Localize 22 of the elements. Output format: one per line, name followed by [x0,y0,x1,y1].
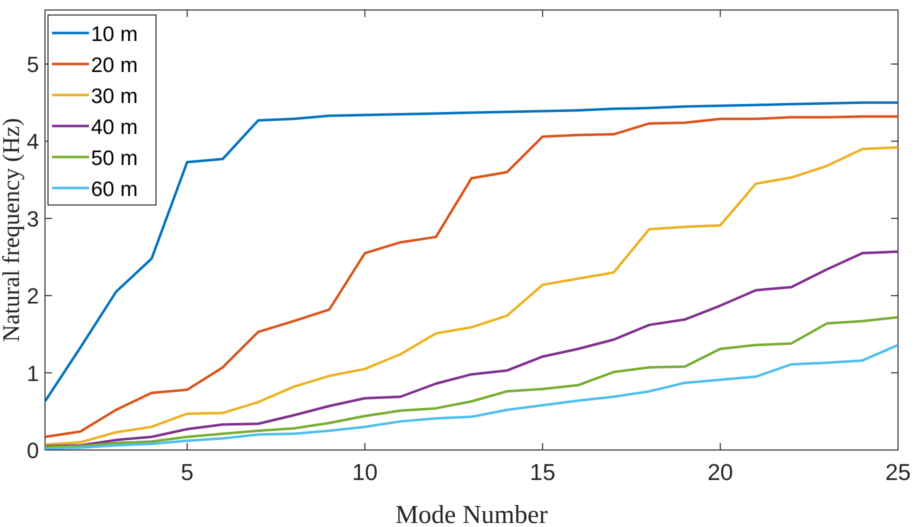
y-tick-label: 5 [26,52,39,78]
y-tick-label: 3 [26,206,39,232]
x-tick-label: 20 [707,459,734,485]
x-tick-label: 10 [352,459,378,485]
legend-label: 10 m [91,23,138,46]
line-series [45,344,898,450]
legend-label: 30 m [91,85,138,108]
y-axis-title: Natural frequency (Hz) [0,118,25,342]
legend-label: 50 m [91,147,138,170]
line-series [45,316,898,448]
y-tick-label: 4 [26,129,39,154]
legend-label: 40 m [91,116,138,139]
y-tick-label: 0 [26,438,39,463]
y-tick-label: 1 [26,360,39,386]
legend-label: 60 m [91,178,138,201]
x-axis-title: Mode Number [395,500,548,527]
y-tick-label: 2 [26,284,39,309]
line-series [45,250,898,448]
legend-label: 20 m [91,54,138,77]
x-tick-label: 15 [530,459,556,485]
x-tick-label: 5 [180,459,194,485]
x-tick-label: 25 [885,459,911,485]
